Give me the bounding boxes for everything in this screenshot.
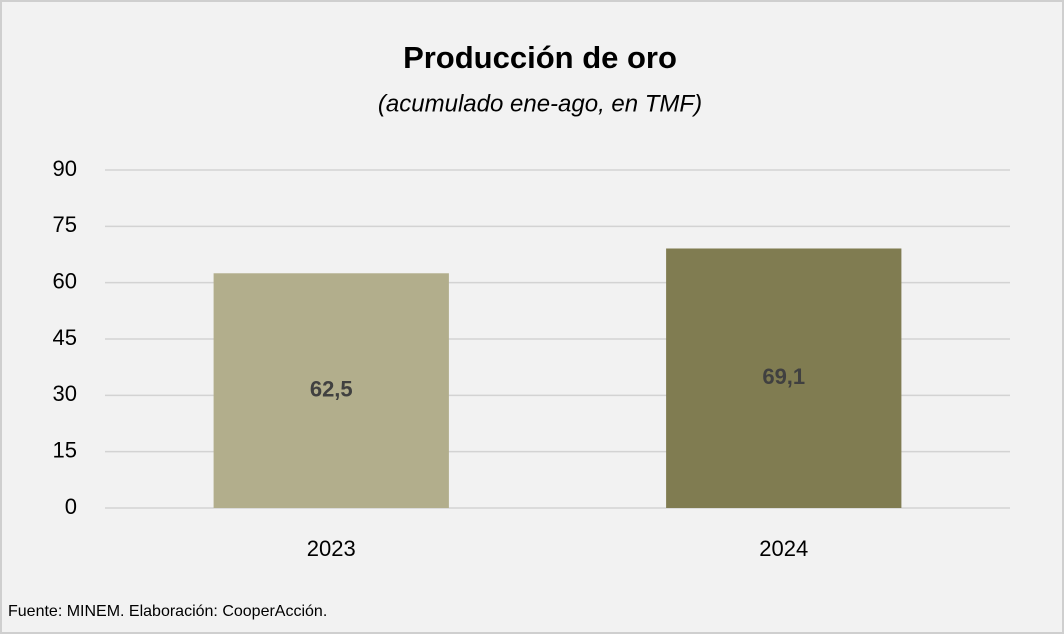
- y-tick-label: 30: [53, 381, 77, 406]
- bar: [213, 273, 449, 508]
- y-tick-label: 15: [53, 437, 77, 462]
- y-tick-label: 90: [53, 156, 77, 181]
- x-tick-label: 2024: [759, 536, 808, 561]
- x-tick-label: 2023: [307, 536, 356, 561]
- data-label: 62,5: [310, 376, 353, 401]
- y-tick-label: 75: [53, 212, 77, 237]
- source-note: Fuente: MINEM. Elaboración: CooperAcción…: [8, 603, 327, 620]
- y-tick-label: 60: [53, 268, 77, 293]
- data-label: 69,1: [762, 364, 805, 389]
- bar: [666, 248, 902, 509]
- chart-subtitle: (acumulado ene-ago, en TMF): [378, 90, 702, 117]
- chart-title: Producción de oro: [403, 40, 677, 75]
- y-tick-label: 45: [53, 325, 77, 350]
- y-tick-label: 0: [65, 494, 77, 519]
